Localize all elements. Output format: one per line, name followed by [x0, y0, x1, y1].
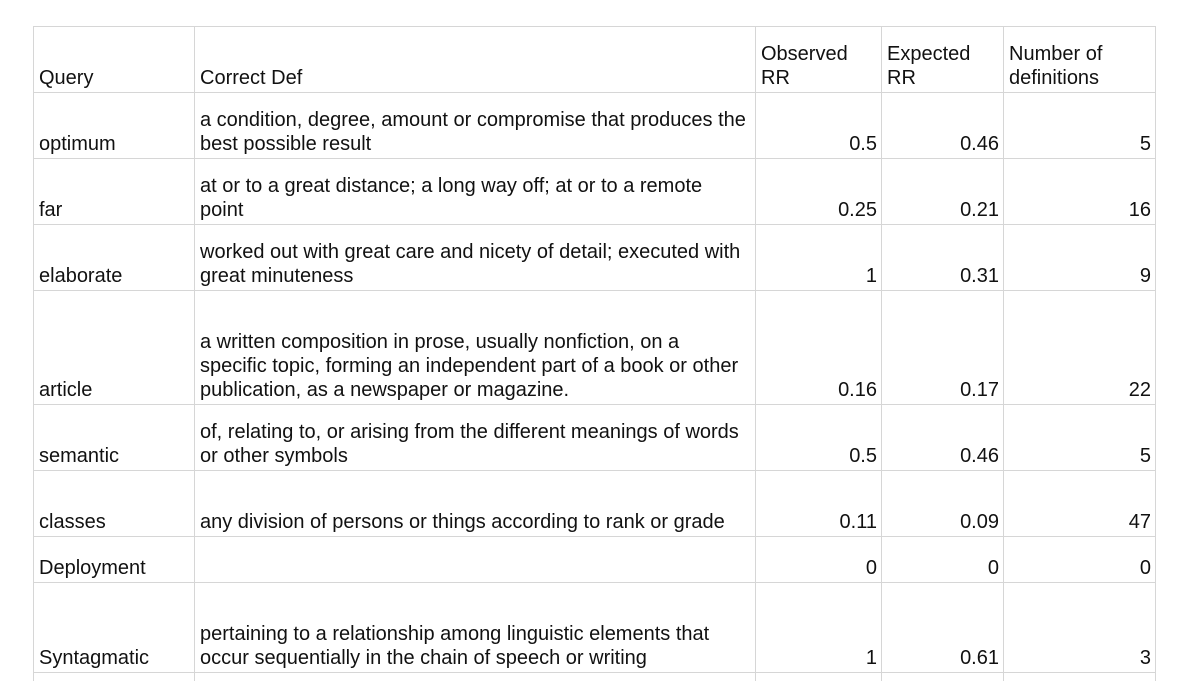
cell-number-of-definitions[interactable]: 5 [1004, 93, 1156, 159]
cell-number-of-definitions[interactable]: 3 [1004, 583, 1156, 673]
cell-query[interactable]: Syntagmatic [34, 583, 195, 673]
cell-expected-rr[interactable]: 0.09 [882, 471, 1004, 537]
cell-observed-rr[interactable]: 1 [756, 225, 882, 291]
cell-number-of-definitions[interactable]: 0 [1004, 537, 1156, 583]
cell-correct-def[interactable] [195, 537, 756, 583]
cell-correct-def[interactable]: any division of persons or things accord… [195, 471, 756, 537]
cell-query[interactable]: Deployment [34, 537, 195, 583]
cell-query[interactable]: classes [34, 471, 195, 537]
table-row: article a written composition in prose, … [34, 291, 1156, 405]
header-row: Query Correct Def Observed RR Expected R… [34, 27, 1156, 93]
cell-correct-def[interactable]: a written composition in prose, usually … [195, 291, 756, 405]
cell-observed-rr[interactable]: 0.25 [756, 159, 882, 225]
empty-cell[interactable] [756, 673, 882, 681]
cell-observed-rr[interactable]: 0.5 [756, 405, 882, 471]
cell-observed-rr[interactable]: 1 [756, 583, 882, 673]
cell-expected-rr[interactable]: 0.46 [882, 93, 1004, 159]
cell-observed-rr[interactable]: 0.16 [756, 291, 882, 405]
cell-observed-rr[interactable]: 0.11 [756, 471, 882, 537]
cell-correct-def[interactable]: of, relating to, or arising from the dif… [195, 405, 756, 471]
cell-number-of-definitions[interactable]: 47 [1004, 471, 1156, 537]
empty-cell[interactable] [34, 673, 195, 681]
empty-cell[interactable] [882, 673, 1004, 681]
cell-correct-def[interactable]: worked out with great care and nicety of… [195, 225, 756, 291]
cell-expected-rr[interactable]: 0.46 [882, 405, 1004, 471]
cell-observed-rr[interactable]: 0 [756, 537, 882, 583]
definitions-table: Query Correct Def Observed RR Expected R… [33, 26, 1156, 681]
cell-query[interactable]: far [34, 159, 195, 225]
header-observed-rr[interactable]: Observed RR [756, 27, 882, 93]
cell-query[interactable]: article [34, 291, 195, 405]
table-row: optimum a condition, degree, amount or c… [34, 93, 1156, 159]
empty-cell[interactable] [1004, 673, 1156, 681]
cell-correct-def[interactable]: pertaining to a relationship among lingu… [195, 583, 756, 673]
cell-observed-rr[interactable]: 0.5 [756, 93, 882, 159]
cell-query[interactable]: optimum [34, 93, 195, 159]
cell-expected-rr[interactable]: 0.17 [882, 291, 1004, 405]
empty-cell[interactable] [195, 673, 756, 681]
cell-number-of-definitions[interactable]: 22 [1004, 291, 1156, 405]
table-row: Deployment 0 0 0 [34, 537, 1156, 583]
cell-expected-rr[interactable]: 0 [882, 537, 1004, 583]
cell-query[interactable]: semantic [34, 405, 195, 471]
table-row: Syntagmatic pertaining to a relationship… [34, 583, 1156, 673]
cell-expected-rr[interactable]: 0.31 [882, 225, 1004, 291]
header-query[interactable]: Query [34, 27, 195, 93]
table-row: classes any division of persons or thing… [34, 471, 1156, 537]
cell-query[interactable]: elaborate [34, 225, 195, 291]
cell-correct-def[interactable]: at or to a great distance; a long way of… [195, 159, 756, 225]
header-expected-rr[interactable]: Expected RR [882, 27, 1004, 93]
header-number-of-definitions[interactable]: Number of definitions [1004, 27, 1156, 93]
table-row: far at or to a great distance; a long wa… [34, 159, 1156, 225]
cell-number-of-definitions[interactable]: 5 [1004, 405, 1156, 471]
table-row: elaborate worked out with great care and… [34, 225, 1156, 291]
cell-expected-rr[interactable]: 0.21 [882, 159, 1004, 225]
cell-correct-def[interactable]: a condition, degree, amount or compromis… [195, 93, 756, 159]
header-correct-def[interactable]: Correct Def [195, 27, 756, 93]
cell-number-of-definitions[interactable]: 9 [1004, 225, 1156, 291]
cell-expected-rr[interactable]: 0.61 [882, 583, 1004, 673]
cell-number-of-definitions[interactable]: 16 [1004, 159, 1156, 225]
table-row: semantic of, relating to, or arising fro… [34, 405, 1156, 471]
partial-row [34, 673, 1156, 681]
